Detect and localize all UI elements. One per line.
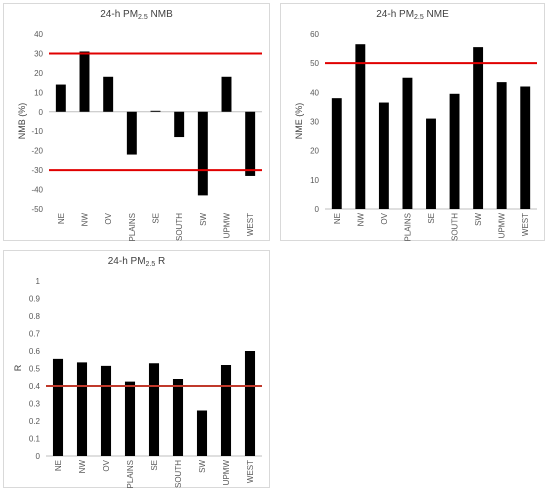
nme-y-tick-label: 50 [310, 59, 319, 68]
nme-bar [378, 102, 389, 209]
nmb-chart-svg: -50 -40 -30 -20 -10 0 10 20 30 40 NE NW OV PLAINS SE SO… [31, 30, 262, 241]
r-y-tick-label: 1 [36, 277, 41, 286]
r-x-tick-label: NW [78, 460, 87, 474]
r-x-tick-label: UPMW [222, 460, 231, 486]
nme-x-tick-label: NE [333, 213, 342, 224]
nme-x-tick-label: SOUTH [451, 213, 460, 241]
nmb-bar [197, 111, 208, 196]
nme-bar [331, 98, 342, 209]
nmb-x-tick-label: OV [104, 212, 113, 224]
nme-x-tick-label: OV [380, 212, 389, 224]
nme-x-tick-label: WEST [521, 213, 530, 236]
nmb-bar [55, 84, 66, 112]
r-chart-title: 24-h PM2.5 R [107, 256, 166, 268]
r-y-tick-label: 0.4 [29, 382, 41, 391]
r-y-tick-label: 0.2 [29, 417, 41, 426]
nmb-x-tick-label: WEST [246, 213, 255, 236]
nme-chart-title: 24-h PM2.5 NME [376, 9, 449, 21]
nme-y-tick-label: 0 [315, 205, 320, 214]
r-bar [124, 381, 136, 456]
r-bar [52, 358, 64, 456]
r-x-tick-label: NE [54, 460, 63, 471]
r-y-tick-label: 0.1 [29, 435, 41, 444]
r-y-tick-label: 0.5 [29, 365, 41, 374]
nmb-y-tick-label: -40 [31, 186, 43, 195]
nme-y-tick-label: 60 [310, 30, 319, 39]
r-y-tick-label: 0.7 [29, 330, 41, 339]
r-y-tick-label: 0.6 [29, 347, 41, 356]
nme-x-tick-label: PLAINS [403, 213, 412, 241]
nmb-bar [79, 51, 90, 112]
nmb-x-tick-label: NE [57, 213, 66, 224]
nme-bar [355, 44, 366, 210]
r-bar [196, 410, 208, 456]
nmb-y-tick-label: 30 [34, 49, 43, 58]
nmb-y-tick-label: -10 [31, 127, 43, 136]
nme-x-tick-label: UPMW [498, 213, 507, 239]
nmb-y-tick-label: 0 [39, 108, 44, 117]
nmb-y-tick-label: 40 [34, 30, 43, 39]
nmb-bar [126, 111, 137, 155]
nmb-bar [174, 111, 185, 138]
nme-y-tick-label: 30 [310, 118, 319, 127]
nme-chart-svg: 0 10 20 30 40 50 60 NE NW OV PLAINS SE SOUTH SW UPMW WE… [310, 30, 537, 241]
nmb-y-tick-label: -50 [31, 205, 43, 214]
r-bar [172, 379, 184, 456]
nme-y-tick-label: 10 [310, 176, 319, 185]
nmb-x-tick-label: SOUTH [175, 213, 184, 241]
r-chart-svg: 0 0.1 0.2 0.3 0.4 0.5 0.6 0.7 0.8 0.9 1 NE NW OV PLAIN… [29, 277, 262, 488]
r-x-tick-label: SE [150, 460, 159, 471]
nmb-chart-title: 24-h PM2.5 NMB [100, 9, 173, 21]
r-bar [100, 365, 112, 456]
nmb-y-tick-label: 10 [34, 88, 43, 97]
r-chart-panel: 24-h PM2.5 R R 0 0.1 0.2 0.3 0.4 0.5 0.6 0.7 0.8… [3, 250, 270, 488]
r-bar [76, 362, 88, 456]
nme-bar [520, 86, 531, 209]
r-y-tick-label: 0.8 [29, 312, 41, 321]
r-bar [148, 363, 160, 456]
nme-y-tick-label: 40 [310, 88, 319, 97]
nmb-y-tick-label: -30 [31, 166, 43, 175]
nmb-x-tick-label: SW [199, 213, 208, 226]
r-bar [244, 351, 256, 456]
r-x-tick-label: OV [102, 459, 111, 471]
nme-bar [449, 93, 460, 209]
r-y-tick-label: 0.9 [29, 295, 41, 304]
nmb-chart-panel: 24-h PM2.5 NMB NMB (%) -50 -40 -30 -20 -10 0 1… [3, 3, 270, 241]
nme-bar [496, 82, 507, 209]
nme-bar [402, 77, 413, 209]
r-y-tick-label: 0 [36, 452, 41, 461]
nmb-bar [221, 76, 232, 112]
nmb-x-tick-label: SE [152, 213, 161, 224]
nmb-bar [103, 76, 114, 112]
nme-x-tick-label: NW [356, 213, 365, 227]
nmb-y-tick-label: 20 [34, 69, 43, 78]
nme-chart-panel: 24-h PM2.5 NME NME (%) 0 10 20 30 40 50 60 NE NW… [280, 3, 545, 241]
nmb-x-tick-label: NW [81, 213, 90, 227]
nme-x-tick-label: SE [427, 213, 436, 224]
nmb-x-tick-label: PLAINS [128, 213, 137, 241]
nme-bar [426, 118, 436, 209]
r-x-tick-label: WEST [246, 460, 255, 483]
r-x-tick-label: SW [198, 460, 207, 473]
nmb-bar [245, 111, 256, 176]
nmb-x-tick-label: UPMW [223, 213, 232, 239]
nme-y-tick-label: 20 [310, 147, 319, 156]
nmb-bar [150, 110, 161, 112]
r-x-tick-label: PLAINS [126, 460, 135, 488]
r-bar [220, 365, 232, 456]
nme-bar [473, 47, 484, 209]
r-y-tick-label: 0.3 [29, 400, 41, 409]
nme-x-tick-label: SW [474, 213, 483, 226]
r-x-tick-label: SOUTH [174, 460, 183, 488]
nmb-y-tick-label: -20 [31, 147, 43, 156]
